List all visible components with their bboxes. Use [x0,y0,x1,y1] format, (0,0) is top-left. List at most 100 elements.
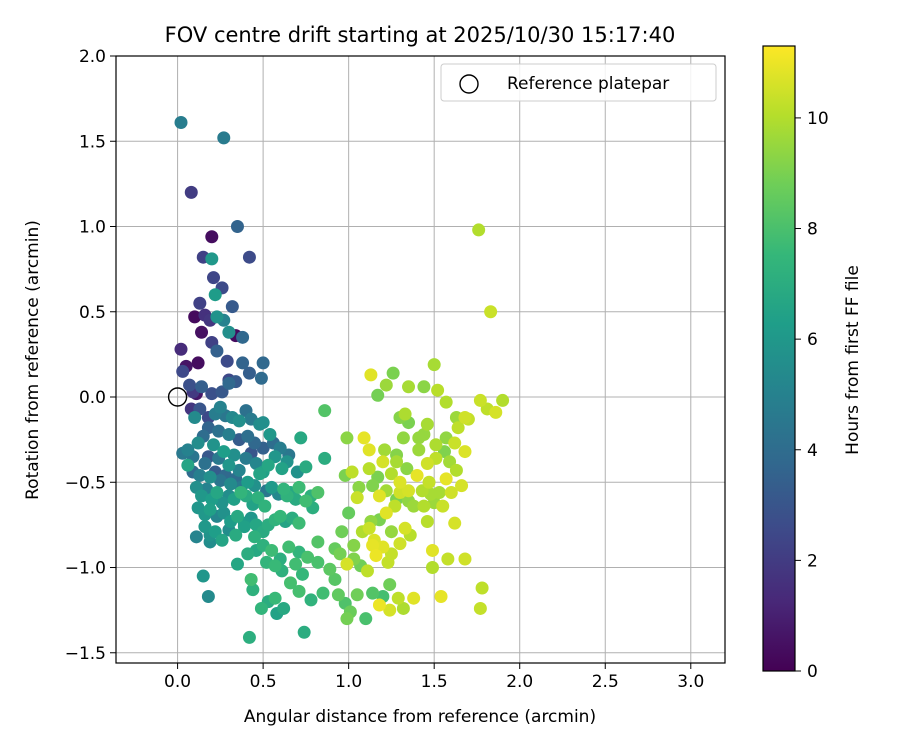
reference-marker-group [167,387,188,407]
data-point [393,475,407,489]
data-point [340,557,354,571]
data-point [289,557,303,571]
data-point [234,485,248,499]
data-point [436,499,450,513]
data-point [333,547,347,561]
data-point [391,591,405,605]
data-point [400,462,414,476]
data-point [299,460,313,474]
data-point [422,475,436,489]
data-point [360,564,374,578]
data-point [458,552,472,566]
data-point [429,438,443,452]
data-point [458,445,472,459]
data-point [434,590,448,604]
data-point [174,342,188,356]
data-point [213,474,227,488]
data-point [439,472,453,486]
colorbar-tick-label: 8 [807,220,818,240]
data-point [215,533,229,547]
colorbar-gradient [763,46,795,671]
data-point [191,356,205,370]
data-point [369,549,383,563]
data-point [350,588,364,602]
data-point [254,371,268,385]
data-point [318,404,332,418]
data-point [292,480,306,494]
data-point [181,443,195,457]
data-point [230,509,244,523]
data-point [331,588,345,602]
legend-label: Reference platepar [507,74,669,94]
plot-area-frame [115,55,726,664]
data-point [301,550,315,564]
data-point [256,416,270,430]
data-point [232,463,246,477]
data-point [396,601,410,615]
colorbar-tick-label: 2 [807,551,818,571]
y-tick-label: 1.5 [79,132,106,152]
data-point [425,561,439,575]
data-point [427,358,441,372]
data-point [230,220,244,234]
data-point [244,572,258,586]
data-point [311,555,325,569]
data-point [342,506,356,520]
data-point [475,581,489,595]
legend: Reference platepar [440,63,717,102]
data-point [205,387,219,401]
data-point [246,583,260,597]
data-point [489,405,503,419]
scatter-points [174,115,510,644]
y-axis-label: Rotation from reference (arcmin) [23,220,43,500]
reference-platepar-marker [167,387,188,407]
colorbar-tick-label: 4 [807,441,818,461]
legend-reference-marker [459,74,479,94]
data-point [448,516,462,530]
data-point [210,344,224,358]
data-point [232,414,246,428]
colorbar-frame [762,45,796,672]
data-point [201,590,215,604]
data-point [384,467,398,481]
legend-box [440,63,717,102]
data-point [210,485,224,499]
data-point [275,462,289,476]
data-point [458,410,472,424]
data-point [393,537,407,551]
data-point [304,593,318,607]
data-point [198,520,212,534]
data-point [347,538,361,552]
data-point [273,509,287,523]
data-point [203,470,217,484]
data-point [188,410,202,424]
data-point [268,559,282,573]
data-point [366,479,380,493]
data-point [225,300,239,314]
data-point [229,528,243,542]
x-tick-label: 2.0 [506,672,533,692]
y-tick-label: 0.5 [79,303,106,323]
data-point [242,250,256,264]
data-point [207,438,221,452]
data-point [383,603,397,617]
data-point [371,388,385,402]
data-point [402,484,416,498]
data-point [191,436,205,450]
data-point [398,407,412,421]
data-point [261,458,275,472]
data-point [496,393,510,407]
data-point [222,325,236,339]
data-point [383,578,397,592]
data-point [420,417,434,431]
data-point [222,428,236,442]
data-point [292,516,306,530]
data-point [396,431,410,445]
data-point [188,310,202,324]
data-point [352,480,366,494]
data-point [484,305,498,319]
data-point [220,354,234,368]
data-point [379,506,393,520]
data-point [236,330,250,344]
data-point [181,458,195,472]
